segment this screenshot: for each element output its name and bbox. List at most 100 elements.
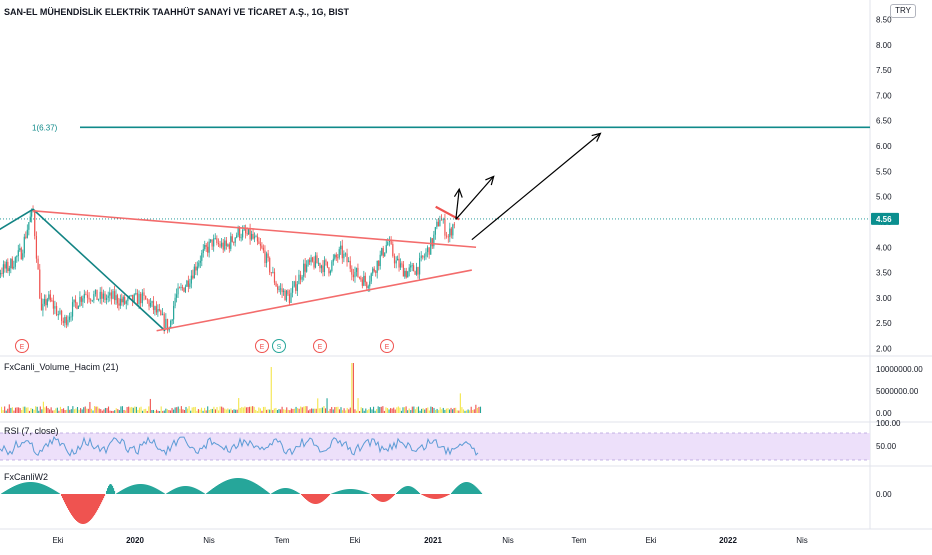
volume-bar xyxy=(17,407,18,413)
candle-body xyxy=(448,237,449,238)
oscillator-bar xyxy=(107,488,108,494)
volume-bar xyxy=(461,407,462,413)
candle-body xyxy=(109,292,110,295)
oscillator-bar xyxy=(344,490,345,494)
volume-bar xyxy=(207,406,208,413)
candle-body xyxy=(151,301,152,303)
oscillator-bar xyxy=(263,489,264,494)
volume-bar xyxy=(402,407,403,413)
oscillator-bar xyxy=(209,491,210,494)
oscillator-bar xyxy=(434,494,435,499)
candle-body xyxy=(404,271,405,277)
oscillator-bar xyxy=(168,492,169,494)
oscillator-bar xyxy=(282,488,283,494)
candle-body xyxy=(350,261,351,269)
candle-body xyxy=(345,253,346,254)
candle-body xyxy=(213,238,214,246)
candle-body xyxy=(42,304,43,311)
candle-body xyxy=(424,257,425,258)
oscillator-bar xyxy=(404,487,405,494)
volume-bar xyxy=(128,407,129,413)
oscillator-bar xyxy=(465,482,466,494)
oscillator-bar xyxy=(360,490,361,494)
volume-bar xyxy=(27,407,28,413)
volume-bar xyxy=(261,411,262,413)
oscillator-bar xyxy=(438,494,439,499)
volume-bar xyxy=(46,406,47,413)
candle-body xyxy=(24,237,25,254)
oscillator-bar xyxy=(392,494,393,497)
oscillator-bar xyxy=(128,487,129,494)
volume-bar xyxy=(3,410,4,413)
oscillator-bar xyxy=(79,494,80,523)
volume-bar xyxy=(390,408,391,413)
volume-bar xyxy=(77,407,78,413)
oscillator-bar xyxy=(387,494,388,501)
candle-body xyxy=(63,321,64,323)
volume-bar xyxy=(24,407,25,413)
level-line-group[interactable]: 1(6.37) xyxy=(0,123,870,219)
oscillator-bar xyxy=(235,478,236,494)
volume-bar xyxy=(384,411,385,413)
oscillator-bar xyxy=(30,482,31,494)
volume-bar xyxy=(161,406,162,413)
volume-bar xyxy=(285,410,286,413)
oscillator-bar xyxy=(247,480,248,494)
oscillator-bar xyxy=(246,479,247,494)
volume-bar xyxy=(127,407,128,413)
volume-bar xyxy=(82,409,83,413)
oscillator-bar xyxy=(381,494,382,502)
volume-bar xyxy=(420,411,421,413)
volume-bar xyxy=(89,402,90,413)
oscillator-bar xyxy=(349,489,350,494)
candle-body xyxy=(359,277,360,278)
oscillator-bar xyxy=(12,487,13,494)
candle-body xyxy=(123,297,124,302)
candle-body xyxy=(39,270,40,299)
oscillator-bar xyxy=(280,489,281,494)
volume-bar xyxy=(230,409,231,413)
candle-body xyxy=(380,255,381,266)
candle-body xyxy=(269,258,270,272)
volume-bar xyxy=(265,407,266,413)
oscillator-bar xyxy=(129,486,130,494)
event-marker-label: E xyxy=(318,344,323,351)
oscillator-bar xyxy=(352,489,353,494)
candle-body xyxy=(170,321,171,327)
y-axis[interactable]: 8.508.007.507.006.506.005.505.004.504.00… xyxy=(871,16,923,499)
volume-bar xyxy=(323,406,324,413)
volume-bar xyxy=(344,408,345,413)
oscillator-bar xyxy=(172,490,173,494)
candle-body xyxy=(248,229,249,234)
currency-badge[interactable]: TRY xyxy=(890,4,916,18)
volume-bar xyxy=(351,363,352,413)
candle-body xyxy=(298,275,299,284)
oscillator-bar xyxy=(160,491,161,494)
volume-bar xyxy=(356,411,357,413)
oscillator-bar xyxy=(15,486,16,494)
oscillator-bar xyxy=(258,485,259,494)
candle-body xyxy=(22,253,23,259)
volume-bar xyxy=(463,409,464,413)
candle-body xyxy=(366,282,367,288)
drawings-group[interactable] xyxy=(0,133,600,330)
oscillator-bar xyxy=(99,494,100,506)
candle-body xyxy=(160,310,161,315)
oscillator-bar xyxy=(446,494,447,496)
oscillator-bar xyxy=(440,494,441,498)
volume-bar xyxy=(178,407,179,413)
oscillator-bar xyxy=(343,490,344,494)
price-tick-label: 2.50 xyxy=(876,319,892,328)
candle-body xyxy=(115,295,116,300)
volume-bar xyxy=(395,410,396,413)
candle-body xyxy=(201,253,202,261)
candle-body xyxy=(172,320,173,321)
volume-bar xyxy=(480,407,481,413)
candle-body xyxy=(104,294,105,300)
volume-bar xyxy=(389,409,390,413)
volume-bar xyxy=(412,407,413,413)
